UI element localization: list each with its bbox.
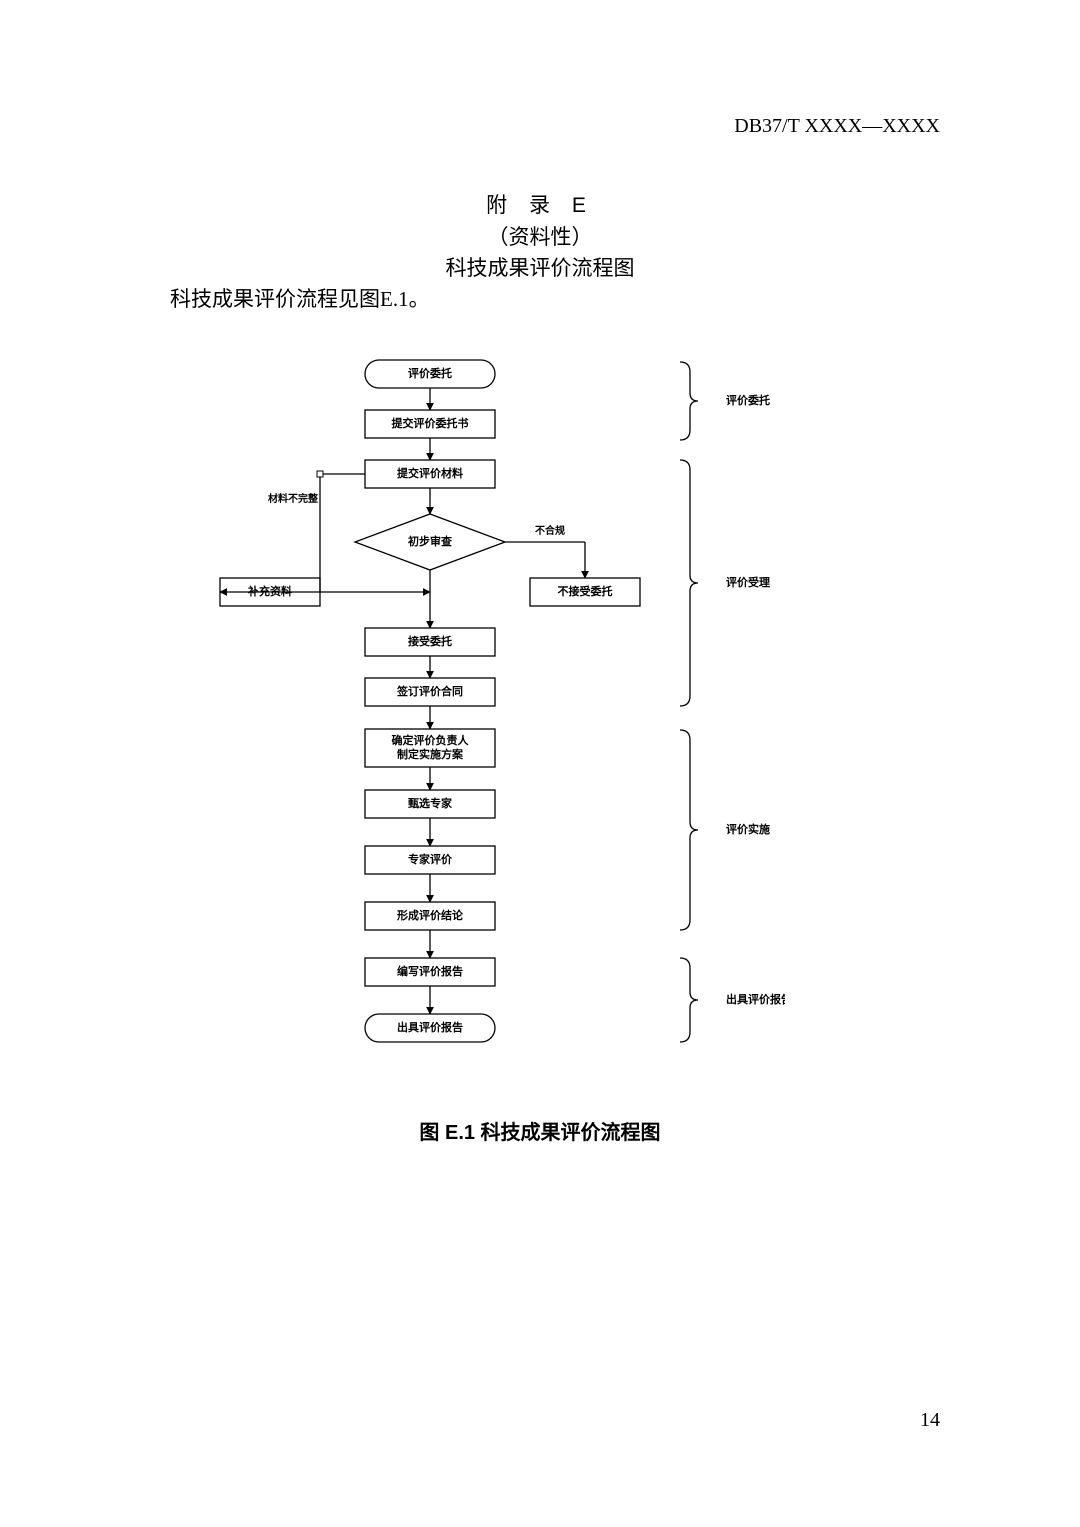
svg-text:评价委托: 评价委托: [726, 393, 770, 407]
svg-text:制定实施方案: 制定实施方案: [397, 747, 464, 761]
flowchart-diagram: 评价委托提交评价委托书提交评价材料初步审查补充资料 不接受委托接受委托签订评价合同…: [205, 352, 785, 1072]
svg-text:编写评价报告: 编写评价报告: [397, 964, 463, 978]
page-number: 14: [920, 1409, 940, 1432]
document-code: DB37/T XXXX—XXXX: [734, 115, 940, 138]
svg-text:材料不完整: 材料不完整: [268, 492, 318, 505]
svg-text:签订评价合同: 签订评价合同: [396, 684, 463, 698]
svg-text:补充资料: 补充资料: [247, 584, 292, 598]
appendix-heading: 附 录 E （资料性） 科技成果评价流程图: [0, 190, 1080, 285]
svg-text:提交评价委托书: 提交评价委托书: [392, 416, 469, 430]
svg-text:初步审查: 初步审查: [408, 534, 452, 548]
svg-text:专家评价: 专家评价: [408, 852, 453, 866]
svg-text:评价受理: 评价受理: [726, 575, 770, 589]
svg-text:评价委托: 评价委托: [408, 366, 452, 380]
svg-text:不合规: 不合规: [535, 524, 565, 537]
appendix-line-2: （资料性）: [0, 222, 1080, 254]
svg-text:不接受委托: 不接受委托: [558, 584, 613, 598]
svg-text:出具评价报告: 出具评价报告: [397, 1020, 463, 1034]
svg-text:甄选专家: 甄选专家: [408, 796, 453, 810]
svg-text:接受委托: 接受委托: [408, 634, 452, 648]
svg-text:评价实施: 评价实施: [726, 822, 770, 836]
appendix-line-3: 科技成果评价流程图: [0, 253, 1080, 285]
appendix-line-1: 附 录 E: [0, 190, 1080, 222]
figure-caption: 图 E.1 科技成果评价流程图: [0, 1116, 1080, 1145]
svg-text:出具评价报告: 出具评价报告: [726, 992, 785, 1006]
body-text: 科技成果评价流程见图E.1。: [170, 283, 430, 313]
svg-text:确定评价负责人: 确定评价负责人: [392, 733, 470, 747]
svg-text:提交评价材料: 提交评价材料: [397, 466, 463, 480]
svg-text:形成评价结论: 形成评价结论: [397, 908, 464, 922]
